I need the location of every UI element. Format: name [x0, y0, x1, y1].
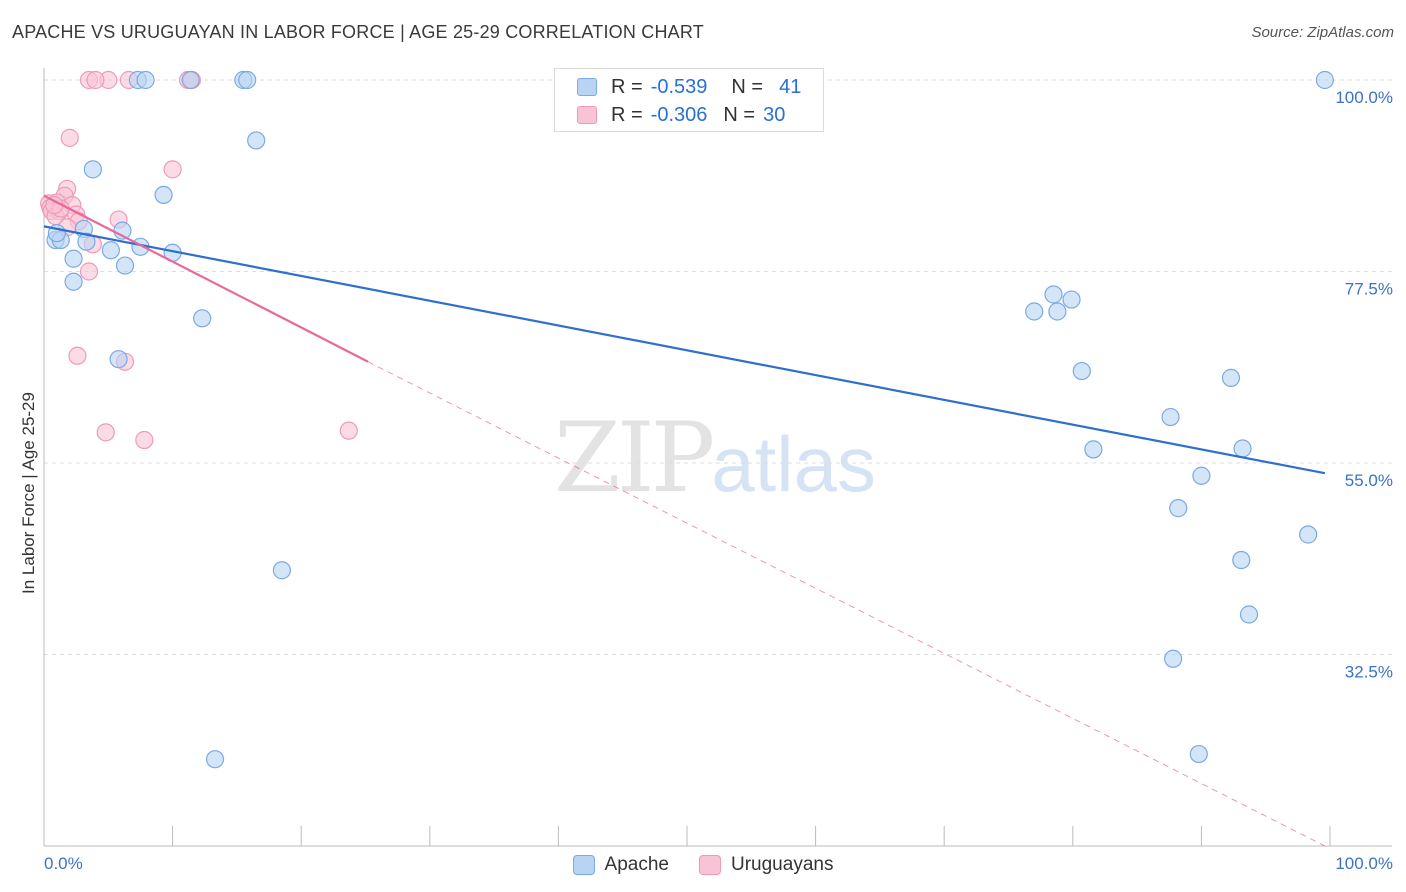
apache-point — [154, 185, 173, 204]
apache-point — [1062, 290, 1081, 309]
apache-point — [1233, 439, 1252, 458]
uruguayans-r-label: R = — [611, 103, 643, 126]
apache-point — [1239, 605, 1259, 624]
apache-point — [1169, 499, 1188, 518]
apache-point — [64, 272, 83, 291]
apache-point — [1048, 302, 1067, 321]
y-tick-label: 77.5% — [1345, 280, 1393, 299]
apache-point — [101, 241, 120, 260]
x-tick-label: 100.0% — [1335, 854, 1393, 873]
uruguayans-point — [163, 160, 182, 179]
uruguayans-point — [339, 421, 358, 440]
uruguayans-point — [79, 262, 99, 281]
uruguayans-n-label: N = — [723, 103, 756, 126]
apache-point — [64, 249, 83, 268]
apache-point — [1164, 649, 1183, 668]
watermark: ZIPatlas — [554, 402, 876, 514]
y-tick-label: 55.0% — [1345, 471, 1393, 490]
apache-point — [1315, 70, 1334, 90]
apache-point — [181, 70, 200, 90]
apache-point — [1161, 407, 1180, 427]
legend-row-uruguayans: R = -0.306 N = 30 — [577, 101, 785, 129]
apache-point — [1192, 466, 1211, 485]
apache-point — [193, 309, 212, 328]
uruguayans-r-value: -0.306 — [650, 103, 708, 126]
apache-point — [1072, 361, 1091, 381]
uruguayans-trendline — [43, 194, 369, 363]
apache-point — [1232, 550, 1251, 570]
uruguayans-trendline-extension — [367, 361, 1326, 847]
apache-r-value: -0.539 — [650, 75, 708, 98]
apache-point — [136, 70, 155, 90]
apache-point — [247, 131, 266, 150]
uruguayans-swatch-icon — [577, 106, 597, 124]
legend-item-apache: Apache — [572, 852, 669, 878]
uruguayans-point — [96, 423, 115, 442]
apache-point — [205, 750, 225, 769]
legend-apache-label: Apache — [604, 854, 669, 875]
apache-point — [1044, 285, 1063, 304]
y-axis-label: In Labor Force | Age 25-29 — [19, 392, 38, 594]
series-legend: Apache Uruguayans — [0, 852, 1406, 878]
apache-point — [238, 70, 257, 90]
source-credit: Source: ZipAtlas.com — [1251, 24, 1394, 41]
watermark-atlas: atlas — [711, 420, 876, 508]
uruguayans-point — [68, 346, 87, 365]
watermark-zip: ZIP — [554, 402, 715, 514]
apache-point — [1299, 525, 1318, 544]
x-tick-label: 0.0% — [44, 854, 83, 873]
y-tick-label: 32.5% — [1345, 663, 1393, 682]
uruguayans-point — [86, 70, 105, 90]
apache-legend-swatch-icon — [572, 855, 595, 875]
legend-uruguayans-label: Uruguayans — [731, 854, 834, 875]
apache-point — [83, 160, 102, 179]
legend-item-uruguayans: Uruguayans — [699, 852, 833, 878]
uruguayans-legend-swatch-icon — [699, 855, 721, 875]
apache-n-label: N = — [731, 75, 764, 98]
uruguayans-point — [60, 128, 79, 147]
apache-swatch-icon — [577, 78, 597, 96]
legend-row-apache: R = -0.539 N = 41 — [577, 73, 801, 101]
apache-r-label: R = — [611, 75, 643, 98]
apache-n-value: 41 — [779, 75, 802, 98]
apache-point — [77, 232, 96, 251]
stats-legend: R = -0.539 N = 41 R = -0.306 N = 30 — [554, 68, 824, 132]
y-tick-label: 100.0% — [1335, 88, 1393, 107]
apache-point — [115, 256, 135, 275]
apache-point — [1025, 302, 1044, 321]
apache-trendline — [43, 225, 1326, 475]
apache-point — [272, 561, 292, 580]
apache-point — [1189, 744, 1208, 764]
uruguayans-point — [135, 430, 154, 450]
chart-title: APACHE VS URUGUAYAN IN LABOR FORCE | AGE… — [12, 22, 704, 42]
apache-point — [109, 350, 128, 369]
apache-point — [1221, 368, 1241, 387]
uruguayans-n-value: 30 — [763, 103, 786, 126]
apache-point — [1084, 440, 1103, 459]
